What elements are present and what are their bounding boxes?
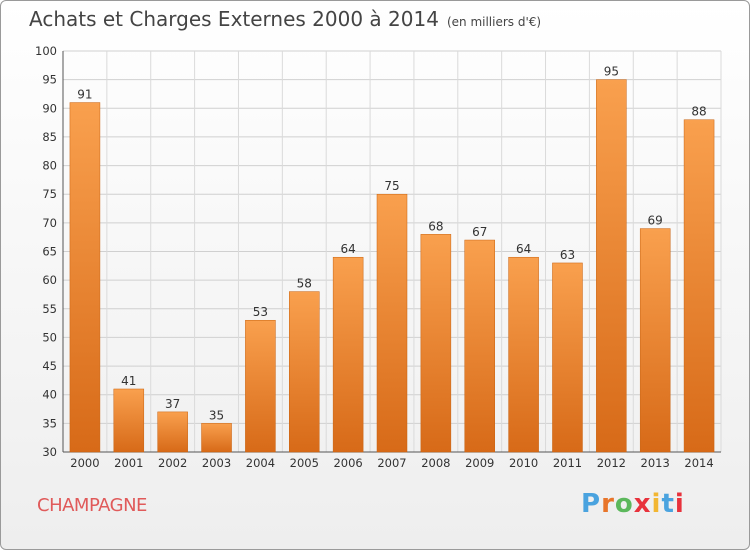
y-tick-label: 100 — [35, 44, 57, 58]
x-tick-label-2001: 2001 — [114, 456, 143, 470]
bar-2002 — [157, 411, 188, 453]
value-labels: 91 41 37 35 53 58 64 75 68 67 64 63 95 69 88 — [77, 65, 706, 423]
y-tick-label: 40 — [42, 388, 57, 402]
x-tick-label-2007: 2007 — [377, 456, 406, 470]
x-tick-label-2010: 2010 — [509, 456, 538, 470]
y-tick-label: 35 — [42, 416, 57, 430]
y-tick-label: 90 — [42, 101, 57, 115]
y-tick-label: 80 — [42, 159, 57, 173]
value-label-2008: 68 — [428, 219, 443, 233]
y-tick-label: 45 — [42, 359, 57, 373]
logo-letter: i — [674, 489, 685, 519]
value-label-2006: 64 — [340, 242, 355, 256]
x-tick-label-2004: 2004 — [246, 456, 275, 470]
x-tick-label-2011: 2011 — [553, 456, 582, 470]
value-label-2003: 35 — [209, 408, 224, 422]
value-label-2012: 95 — [604, 65, 619, 79]
y-tick-label: 50 — [42, 330, 57, 344]
value-label-2005: 58 — [297, 277, 312, 291]
y-tick-label: 55 — [42, 302, 57, 316]
x-tick-label-2002: 2002 — [158, 456, 187, 470]
logo-letter: i — [651, 489, 662, 519]
bar-2008 — [420, 234, 452, 453]
y-tick-label: 95 — [42, 73, 57, 87]
location-name: CHAMPAGNE — [37, 495, 147, 516]
value-label-2000: 91 — [77, 88, 92, 102]
value-label-2013: 69 — [648, 214, 663, 228]
value-label-2014: 88 — [691, 105, 706, 119]
x-tick-label-2006: 2006 — [333, 456, 362, 470]
bar-2013 — [639, 228, 671, 453]
y-tick-labels: 30 35 40 45 50 55 60 65 70 75 80 85 90 95 100 — [35, 44, 57, 459]
x-tick-label-2014: 2014 — [684, 456, 713, 470]
logo-letter: x — [633, 489, 652, 519]
logo-letter: P — [581, 489, 602, 519]
bar-2011 — [552, 262, 583, 453]
bar-2006 — [332, 256, 364, 453]
value-label-2011: 63 — [560, 248, 575, 262]
bar-2000 — [69, 102, 101, 453]
y-tick-label: 70 — [42, 216, 57, 230]
x-tick-label-2008: 2008 — [421, 456, 450, 470]
bars — [69, 79, 715, 453]
bar-2007 — [376, 193, 408, 453]
value-label-2007: 75 — [384, 179, 399, 193]
x-tick-label-2000: 2000 — [70, 456, 99, 470]
bar-2004 — [245, 319, 276, 453]
logo-letter: t — [661, 489, 675, 519]
x-tick-label-2005: 2005 — [290, 456, 319, 470]
logo-letter: r — [601, 489, 615, 519]
y-tick-label: 85 — [42, 130, 57, 144]
bar-2014 — [683, 119, 715, 453]
x-tick-labels: 2000 2001 2002 2003 2004 2005 2006 2007 2008 2009… — [70, 456, 713, 470]
value-label-2010: 64 — [516, 242, 531, 256]
bar-2012 — [596, 79, 627, 453]
bar-2001 — [113, 388, 145, 453]
y-tick-label: 30 — [42, 445, 57, 459]
value-label-2002: 37 — [165, 397, 180, 411]
chart-title: Achats et Charges Externes 2000 à 2014 (e… — [29, 7, 541, 31]
chart-subtitle: (en milliers d'€) — [446, 15, 542, 29]
proxiti-logo: Proxiti — [581, 489, 685, 519]
bar-2010 — [508, 256, 539, 453]
value-label-2004: 53 — [253, 305, 268, 319]
x-tick-label-2009: 2009 — [465, 456, 494, 470]
value-label-2001: 41 — [121, 374, 136, 388]
bar-2003 — [201, 423, 232, 453]
y-tick-label: 65 — [42, 245, 57, 259]
x-tick-label-2003: 2003 — [202, 456, 231, 470]
y-tick-label: 60 — [42, 273, 57, 287]
y-tick-label: 75 — [42, 187, 57, 201]
value-label-2009: 67 — [472, 225, 487, 239]
chart-title-text: Achats et Charges Externes 2000 à 2014 — [29, 7, 439, 31]
bar-2009 — [464, 239, 495, 453]
logo-letter: o — [614, 489, 634, 519]
x-tick-label-2013: 2013 — [641, 456, 670, 470]
x-tick-label-2012: 2012 — [597, 456, 626, 470]
bar-2005 — [289, 291, 320, 453]
